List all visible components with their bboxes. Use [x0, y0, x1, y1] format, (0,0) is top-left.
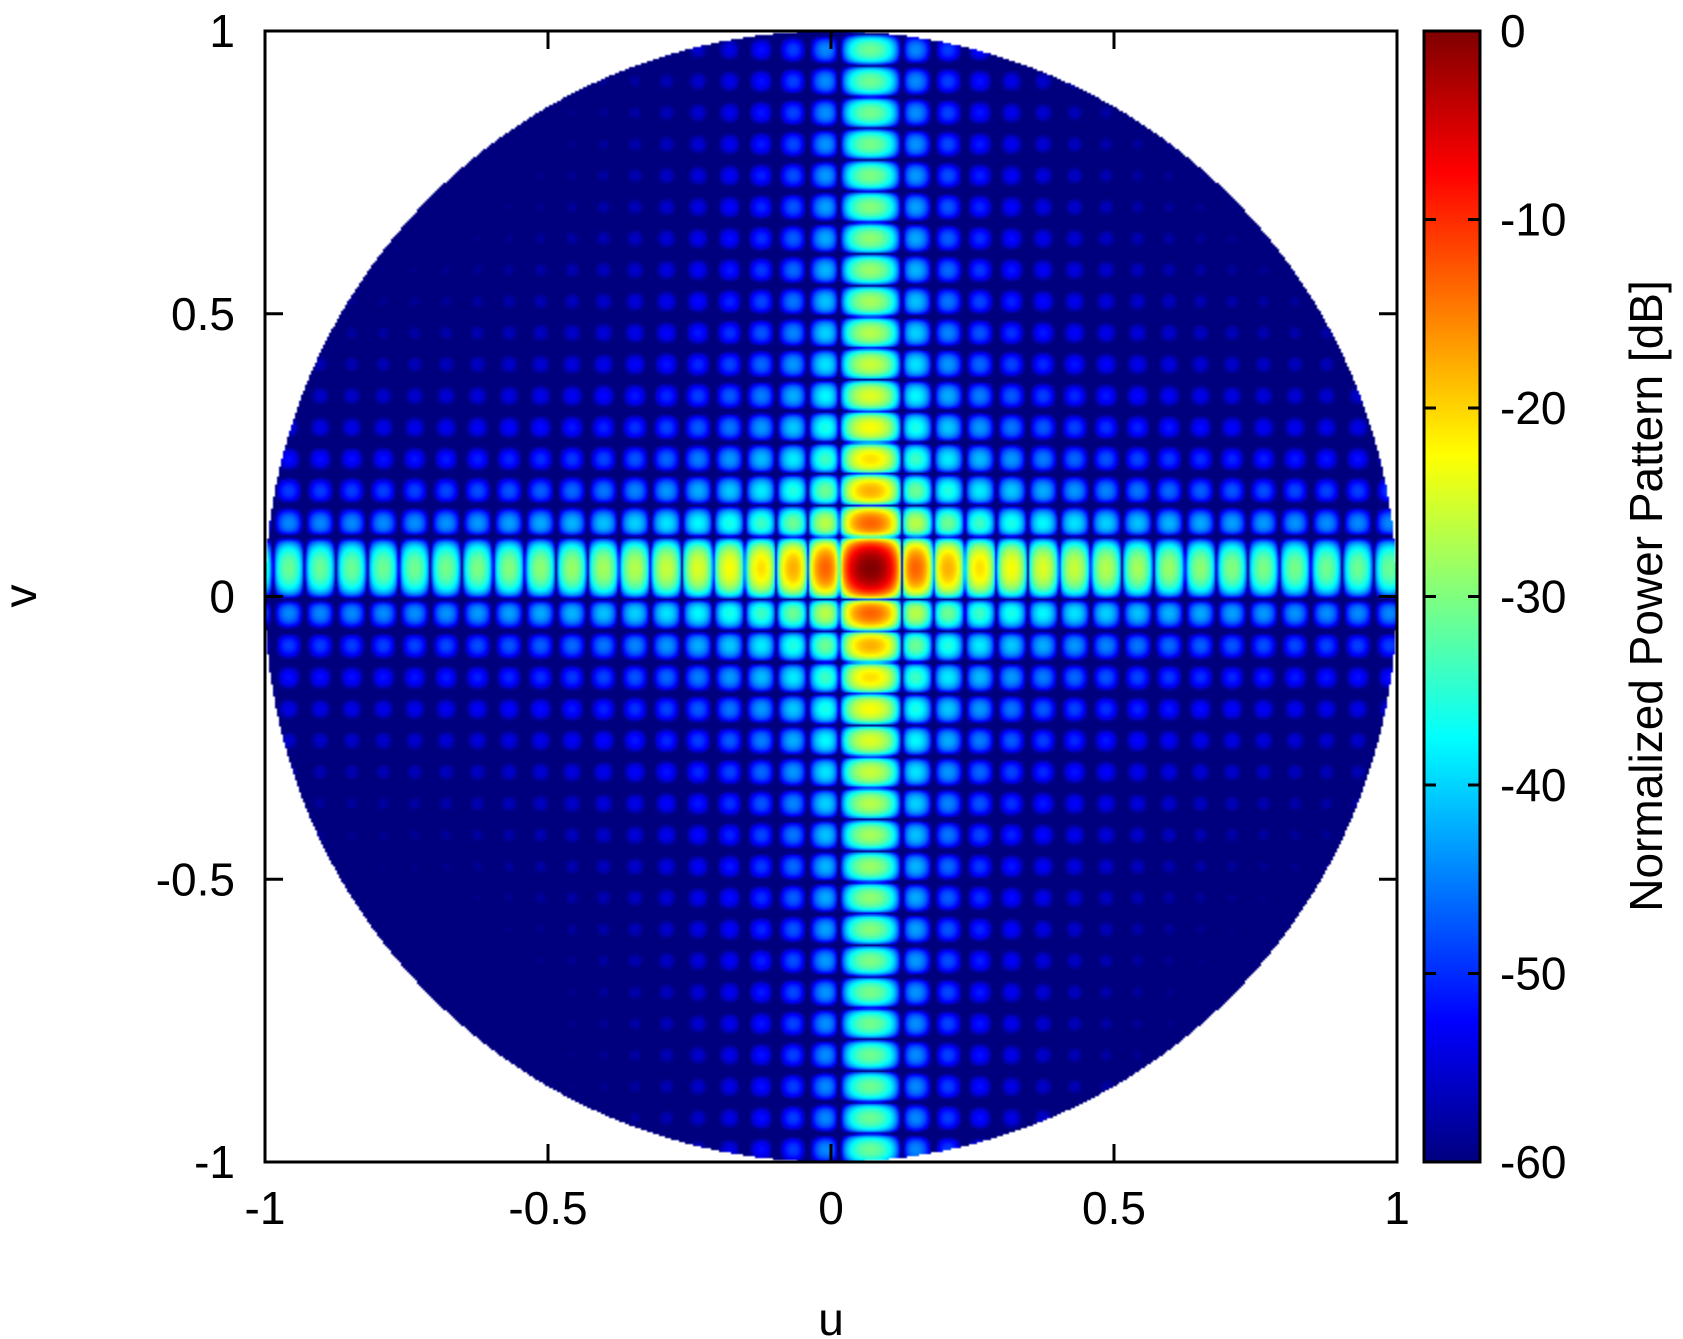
x-tick-label: -1 [245, 1182, 286, 1234]
colorbar-tick-label: -40 [1500, 759, 1566, 811]
colorbar-label: Normalized Power Pattern [dB] [1620, 280, 1672, 912]
y-tick-label: -1 [194, 1136, 235, 1188]
x-tick-label: -0.5 [508, 1182, 587, 1234]
x-axis-ticks: -1 -0.5 0 0.5 1 [245, 31, 1410, 1234]
x-axis-label: u [818, 1293, 844, 1339]
colorbar-tick-label: -10 [1500, 194, 1566, 246]
x-tick-label: 0 [818, 1182, 844, 1234]
x-tick-label: 1 [1384, 1182, 1410, 1234]
colorbar-tick-label: 0 [1500, 5, 1526, 57]
colorbar-tick-label: -50 [1500, 948, 1566, 1000]
colorbar-tick-label: -30 [1500, 571, 1566, 623]
power-pattern-heatmap [265, 31, 1397, 1162]
y-tick-label: -0.5 [156, 853, 235, 905]
x-tick-label: 0.5 [1082, 1182, 1146, 1234]
y-axis-ticks: -1 -0.5 0 0.5 1 [156, 5, 1397, 1188]
y-tick-label: 0 [209, 571, 235, 623]
colorbar-tick-label: -20 [1500, 382, 1566, 434]
y-tick-label: 0.5 [171, 288, 235, 340]
colorbar-ticks: 0 -10 -20 -30 -40 -50 -60 [1424, 5, 1566, 1188]
colorbar-tick-label: -60 [1500, 1136, 1566, 1188]
y-axis-label: v [0, 585, 46, 608]
y-tick-label: 1 [209, 5, 235, 57]
